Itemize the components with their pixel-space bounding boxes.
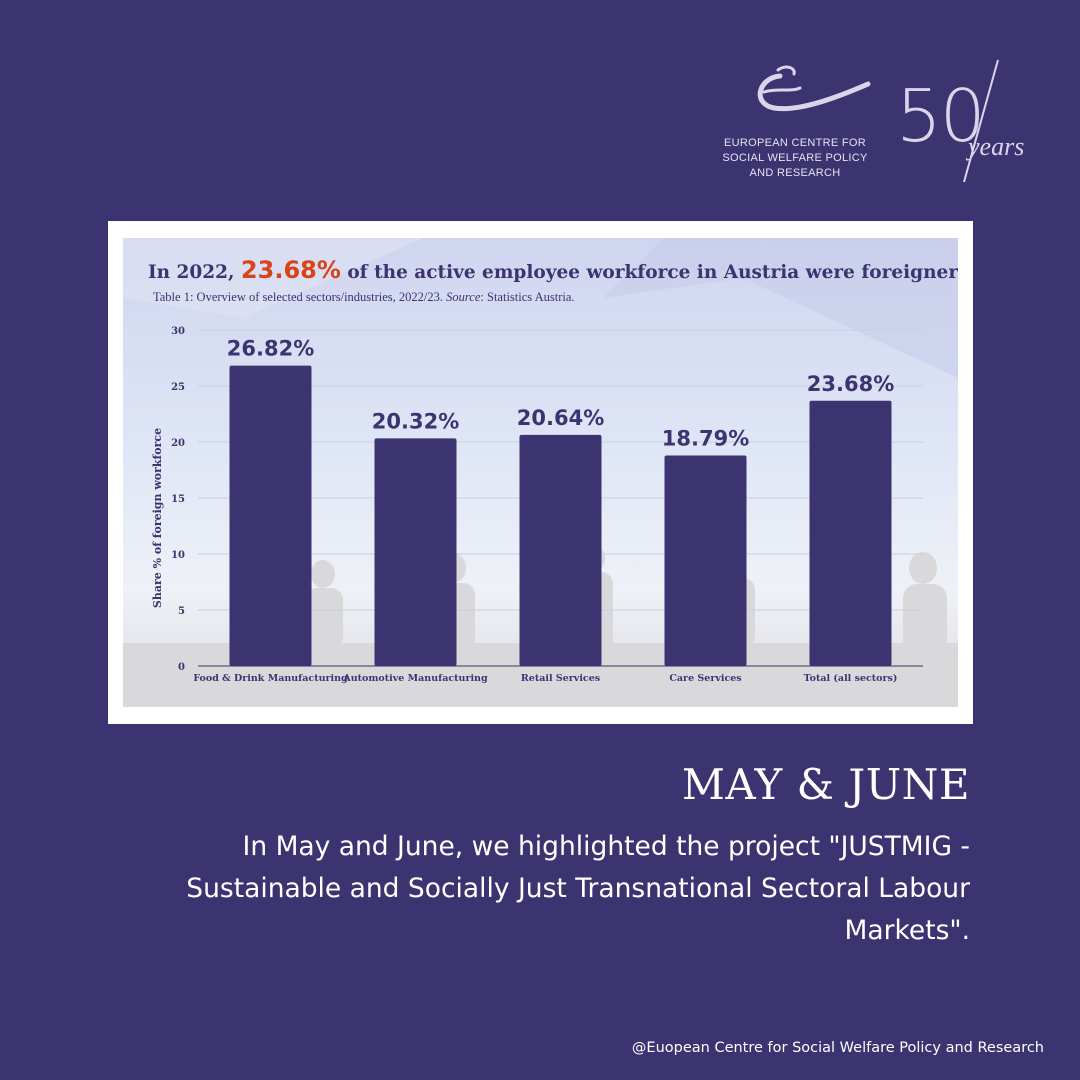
chart-title-prefix: In 2022, [148, 262, 241, 283]
y-tick-label: 0 [178, 662, 185, 673]
body-text: In May and June, we highlighted the proj… [186, 831, 970, 946]
footer-credit: @Euopean Centre for Social Welfare Polic… [631, 1040, 1044, 1056]
organization-logo: EUROPEAN CENTRE FOR SOCIAL WELFARE POLIC… [720, 58, 1050, 188]
bar [664, 455, 747, 666]
y-tick-label: 30 [171, 326, 185, 337]
y-tick-label: 25 [171, 382, 185, 393]
bar-value-label: 26.82% [227, 337, 314, 361]
logo-line-3: AND RESEARCH [749, 167, 841, 179]
section-headline: MAY & JUNE [681, 760, 970, 809]
bar-chart: 0 5 10 15 20 25 30 Share % of foreign workforce… [151, 326, 923, 684]
logo-slash-icon [963, 59, 999, 183]
logo-swirl-icon [757, 65, 871, 112]
chart-title-suffix: of the active employee workforce in Aust… [340, 262, 958, 283]
logo-anniversary-word: years [968, 132, 1025, 161]
x-category-label: Food & Drink Manufacturing [193, 673, 348, 684]
bar-value-label: 18.79% [662, 427, 749, 451]
bar [229, 365, 312, 666]
logo-line-2: SOCIAL WELFARE POLICY [722, 152, 868, 164]
chart-title-highlight: 23.68% [240, 256, 341, 284]
y-tick-label: 15 [171, 494, 185, 505]
bar-value-label: 20.64% [517, 406, 604, 430]
bar-value-label: 23.68% [807, 372, 894, 396]
chart-panel: 0 5 10 15 20 25 30 Share % of foreign workforce… [123, 238, 958, 707]
chart-caption: Table 1: Overview of selected sectors/in… [153, 290, 575, 305]
bar-value-label: 20.32% [372, 409, 459, 433]
x-category-label: Care Services [669, 673, 741, 684]
logo-org-name: EUROPEAN CENTRE FOR SOCIAL WELFARE POLIC… [720, 136, 870, 181]
caption-main: Table 1: Overview of selected sectors/in… [153, 290, 447, 304]
y-axis-title: Share % of foreign workforce [151, 428, 164, 608]
y-tick-label: 20 [171, 438, 185, 449]
logo-anniversary-number: 50 [896, 74, 986, 158]
x-category-label: Automotive Manufacturing [342, 673, 488, 684]
chart-card: 0 5 10 15 20 25 30 Share % of foreign workforce… [108, 221, 973, 724]
y-tick-label: 5 [178, 606, 185, 617]
y-tick-label: 10 [171, 550, 185, 561]
x-category-label: Retail Services [521, 673, 600, 684]
caption-source: : Statistics Austria. [480, 290, 575, 304]
logo-line-1: EUROPEAN CENTRE FOR [724, 137, 866, 149]
bar [519, 434, 602, 666]
caption-source-label: Source [446, 290, 481, 304]
bar [374, 438, 457, 666]
x-category-label: Total (all sectors) [804, 673, 898, 684]
bar [809, 400, 892, 666]
chart-title: In 2022, 23.68% of the active employee w… [148, 256, 958, 284]
